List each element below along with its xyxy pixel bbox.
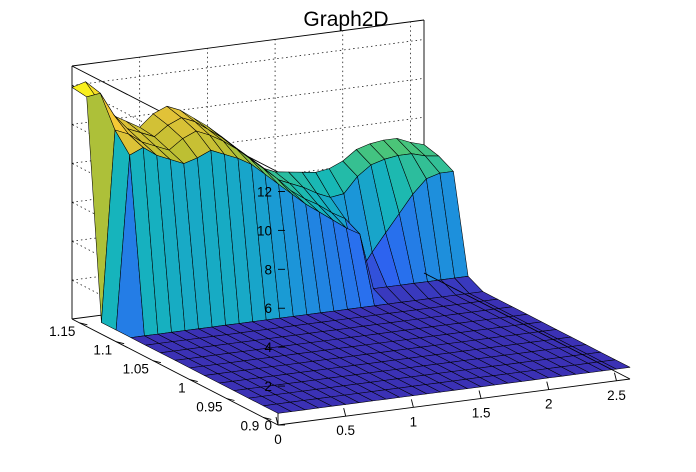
y-tick-label: 1.15 bbox=[49, 324, 75, 339]
axis-line bbox=[71, 318, 279, 426]
y-tick bbox=[116, 341, 125, 345]
y-tick-label: 0.95 bbox=[196, 400, 222, 415]
x-tick-label: 0 bbox=[274, 432, 282, 447]
y-tick bbox=[152, 360, 162, 364]
z-tick-label: 0 bbox=[264, 418, 272, 433]
chart-title: Graph2D bbox=[303, 8, 388, 31]
x-tick bbox=[478, 390, 482, 399]
y-tick-label: 1.05 bbox=[123, 362, 149, 377]
gridline bbox=[71, 78, 425, 125]
x-tick-label: 1 bbox=[410, 414, 418, 429]
surface-cell bbox=[601, 359, 631, 370]
z-tick-label: 10 bbox=[257, 223, 272, 238]
z-tick-label: 6 bbox=[264, 301, 272, 316]
x-tick bbox=[343, 408, 347, 417]
x-tick bbox=[546, 381, 550, 390]
y-tick-label: 0.9 bbox=[241, 418, 260, 433]
y-tick bbox=[189, 379, 198, 383]
axis-ticks: 0 2 4 6 8 10 12 0.9 0.95 1 1.05 1.1 1.15 0 0.5 1 1.5 2 2.5 bbox=[49, 185, 626, 448]
axis-line bbox=[277, 378, 631, 426]
z-tick-label: 2 bbox=[264, 379, 272, 394]
z-tick-label: 12 bbox=[257, 185, 272, 200]
y-tick bbox=[79, 322, 88, 326]
y-tick bbox=[263, 416, 272, 420]
x-tick-label: 2.5 bbox=[607, 388, 626, 403]
axis-line bbox=[423, 272, 631, 380]
z-tick-label: 4 bbox=[264, 340, 272, 355]
front-edges bbox=[277, 272, 631, 426]
y-tick-label: 1.1 bbox=[93, 343, 112, 358]
x-tick bbox=[275, 416, 279, 426]
gridline bbox=[71, 39, 425, 86]
x-tick-label: 1.5 bbox=[472, 406, 491, 421]
x-tick-label: 2 bbox=[545, 397, 553, 412]
axis-line bbox=[71, 19, 425, 67]
x-tick-label: 0.5 bbox=[336, 423, 355, 438]
surface bbox=[71, 81, 631, 414]
x-tick bbox=[410, 399, 414, 408]
y-tick-label: 1 bbox=[178, 381, 186, 396]
x-tick bbox=[614, 372, 617, 381]
y-tick bbox=[226, 398, 235, 401]
z-tick-label: 8 bbox=[264, 262, 272, 277]
